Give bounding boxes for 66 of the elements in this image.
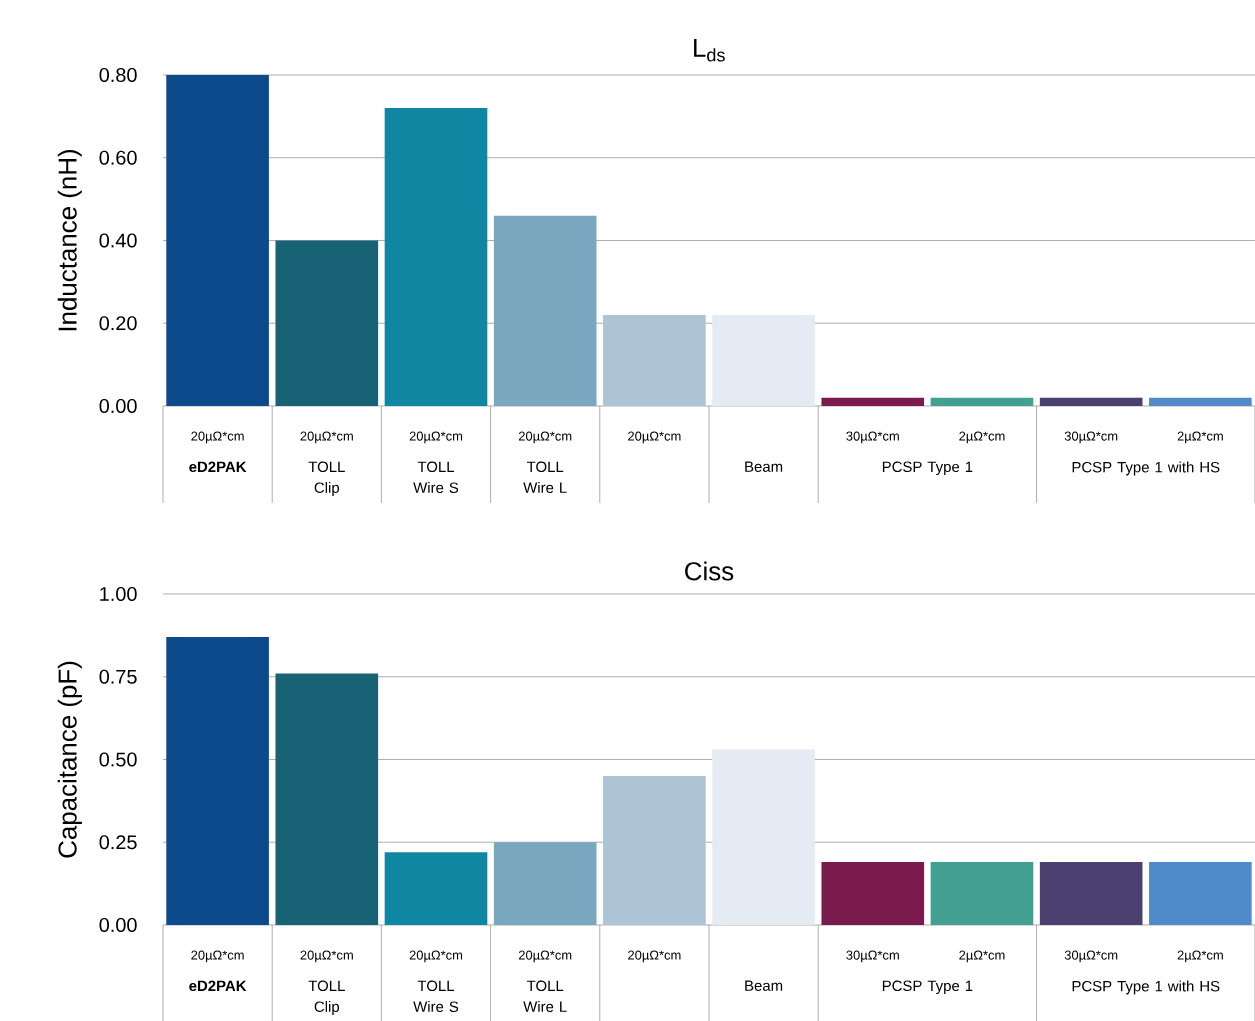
x-tick-label: 20µΩ*cm: [628, 950, 681, 963]
bar: [1149, 397, 1252, 406]
bar: [275, 240, 379, 406]
y-axis-title: Inductance (nH): [57, 149, 82, 331]
text: Beam: [745, 461, 783, 472]
y-tick-label: 0.00: [99, 398, 137, 414]
y-axis-title: Capacitance (pF): [57, 661, 82, 858]
x-tick-label: 30µΩ*cm: [846, 431, 899, 444]
bar: [1039, 397, 1143, 406]
text: TOLL Wire L: [523, 461, 567, 493]
text: Beam: [745, 980, 783, 991]
bar: [603, 776, 706, 925]
x-tick-label: 20µΩ*cm: [628, 431, 681, 444]
y-tick-label: 0.50: [99, 752, 137, 767]
bar: [493, 842, 597, 925]
x-tick-label: 20µΩ*cm: [300, 950, 353, 963]
text: eD2PAK: [189, 461, 247, 473]
x-tick-label: 20µΩ*cm: [518, 431, 572, 444]
bar: [1039, 862, 1143, 925]
bar: [821, 397, 925, 406]
y-tick-label: 0.25: [99, 835, 137, 850]
text: PCSP Type 1 with HS: [1072, 980, 1220, 995]
y-tick-label: 0.40: [99, 233, 137, 248]
bar: [493, 215, 597, 406]
y-tick-label: 0.80: [99, 67, 137, 83]
bar: [384, 108, 488, 406]
y-tick-label: 1.00: [100, 586, 137, 602]
bar: [166, 74, 269, 406]
text: TOLL Clip: [308, 461, 345, 496]
x-tick-label: 20µΩ*cm: [409, 950, 463, 963]
y-tick-label: 0.00: [99, 917, 137, 933]
bar: [275, 673, 379, 925]
text: TOLL Clip: [308, 980, 345, 1015]
x-tick-label: 2µΩ*cm: [959, 431, 1005, 444]
bar: [1149, 862, 1252, 925]
bar: [384, 852, 488, 925]
x-tick-label: 20µΩ*cm: [518, 950, 572, 963]
bar: [603, 314, 706, 406]
text: TOLL Wire L: [523, 980, 567, 1012]
x-tick-label: 20µΩ*cm: [300, 431, 353, 444]
bar: [930, 862, 1034, 925]
y-tick-label: 0.60: [99, 150, 137, 165]
x-tick-label: 20µΩ*cm: [191, 431, 244, 444]
x-tick-label: 20µΩ*cm: [409, 431, 463, 444]
x-tick-label: 2µΩ*cm: [1177, 950, 1223, 963]
text: TOLL Wire S: [413, 980, 459, 1012]
y-tick-label: 0.20: [99, 316, 137, 331]
x-tick-label: 30µΩ*cm: [1064, 431, 1118, 444]
bar: [166, 637, 269, 925]
bar: [821, 862, 925, 925]
y-tick-label: 0.75: [99, 669, 137, 684]
x-tick-label: 2µΩ*cm: [959, 950, 1005, 963]
chart-title: Ciss: [685, 561, 734, 581]
x-tick-label: 30µΩ*cm: [1064, 950, 1118, 963]
text: TOLL Wire S: [413, 461, 459, 493]
x-tick-label: 2µΩ*cm: [1177, 431, 1223, 444]
text: PCSP Type 1: [882, 980, 973, 995]
bar: [930, 397, 1034, 406]
text: PCSP Type 1: [882, 461, 973, 476]
chart-title: L$_{ds}$: [694, 38, 725, 62]
bar: [712, 749, 815, 925]
x-tick-label: 30µΩ*cm: [846, 950, 899, 963]
text: PCSP Type 1 with HS: [1072, 461, 1220, 476]
x-tick-label: 20µΩ*cm: [191, 950, 244, 963]
text: eD2PAK: [189, 980, 247, 992]
bar: [712, 314, 815, 406]
